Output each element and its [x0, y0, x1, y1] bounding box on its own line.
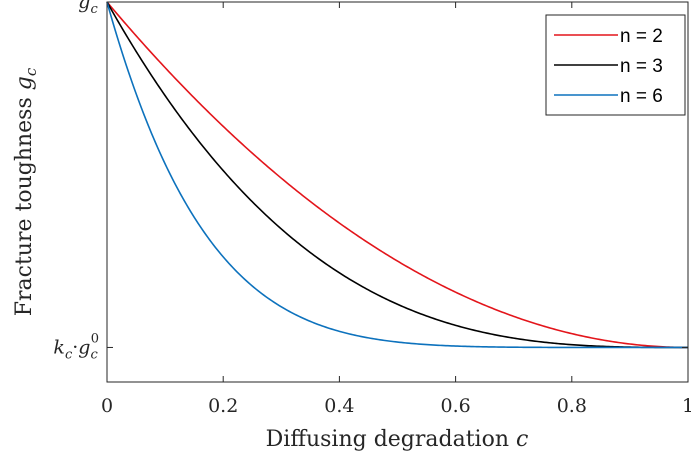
x-tick-label: 0.6 [440, 395, 470, 417]
x-tick-label: 0 [101, 395, 113, 417]
x-axis-label: Diffusing degradation c [266, 427, 529, 452]
x-tick-label: 0.2 [208, 395, 238, 417]
series-line-3 [106, 1, 688, 349]
plot-frame [106, 1, 689, 383]
x-tick-label: 1 [682, 395, 691, 417]
x-axis: 0 0.2 0.4 0.6 0.8 1 [101, 2, 691, 417]
x-tick-label: 0.8 [557, 395, 587, 417]
legend-label: n = 2 [620, 26, 663, 47]
legend: n = 2 n = 3 n = 6 [545, 14, 686, 116]
y-tick-label: gc0 [78, 0, 99, 17]
y-axis-label: Fracture toughness gc [12, 67, 40, 316]
x-tick-label: 0.4 [324, 395, 354, 417]
series-line-2 [106, 1, 688, 349]
y-axis: gc0 kc·gc0 [53, 0, 688, 362]
legend-label: n = 3 [620, 56, 663, 77]
legend-label: n = 6 [620, 86, 663, 107]
series-layer [106, 1, 688, 349]
series-line-1 [106, 1, 688, 349]
y-tick-label: kc·gc0 [53, 331, 99, 362]
